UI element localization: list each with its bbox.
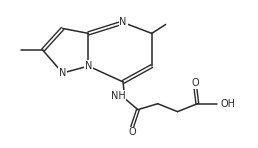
- Text: N: N: [59, 68, 66, 78]
- Text: O: O: [191, 78, 199, 88]
- Text: N: N: [119, 17, 127, 28]
- Text: O: O: [128, 127, 136, 137]
- Text: N: N: [85, 61, 92, 71]
- Text: OH: OH: [221, 99, 236, 109]
- Text: NH: NH: [111, 91, 125, 101]
